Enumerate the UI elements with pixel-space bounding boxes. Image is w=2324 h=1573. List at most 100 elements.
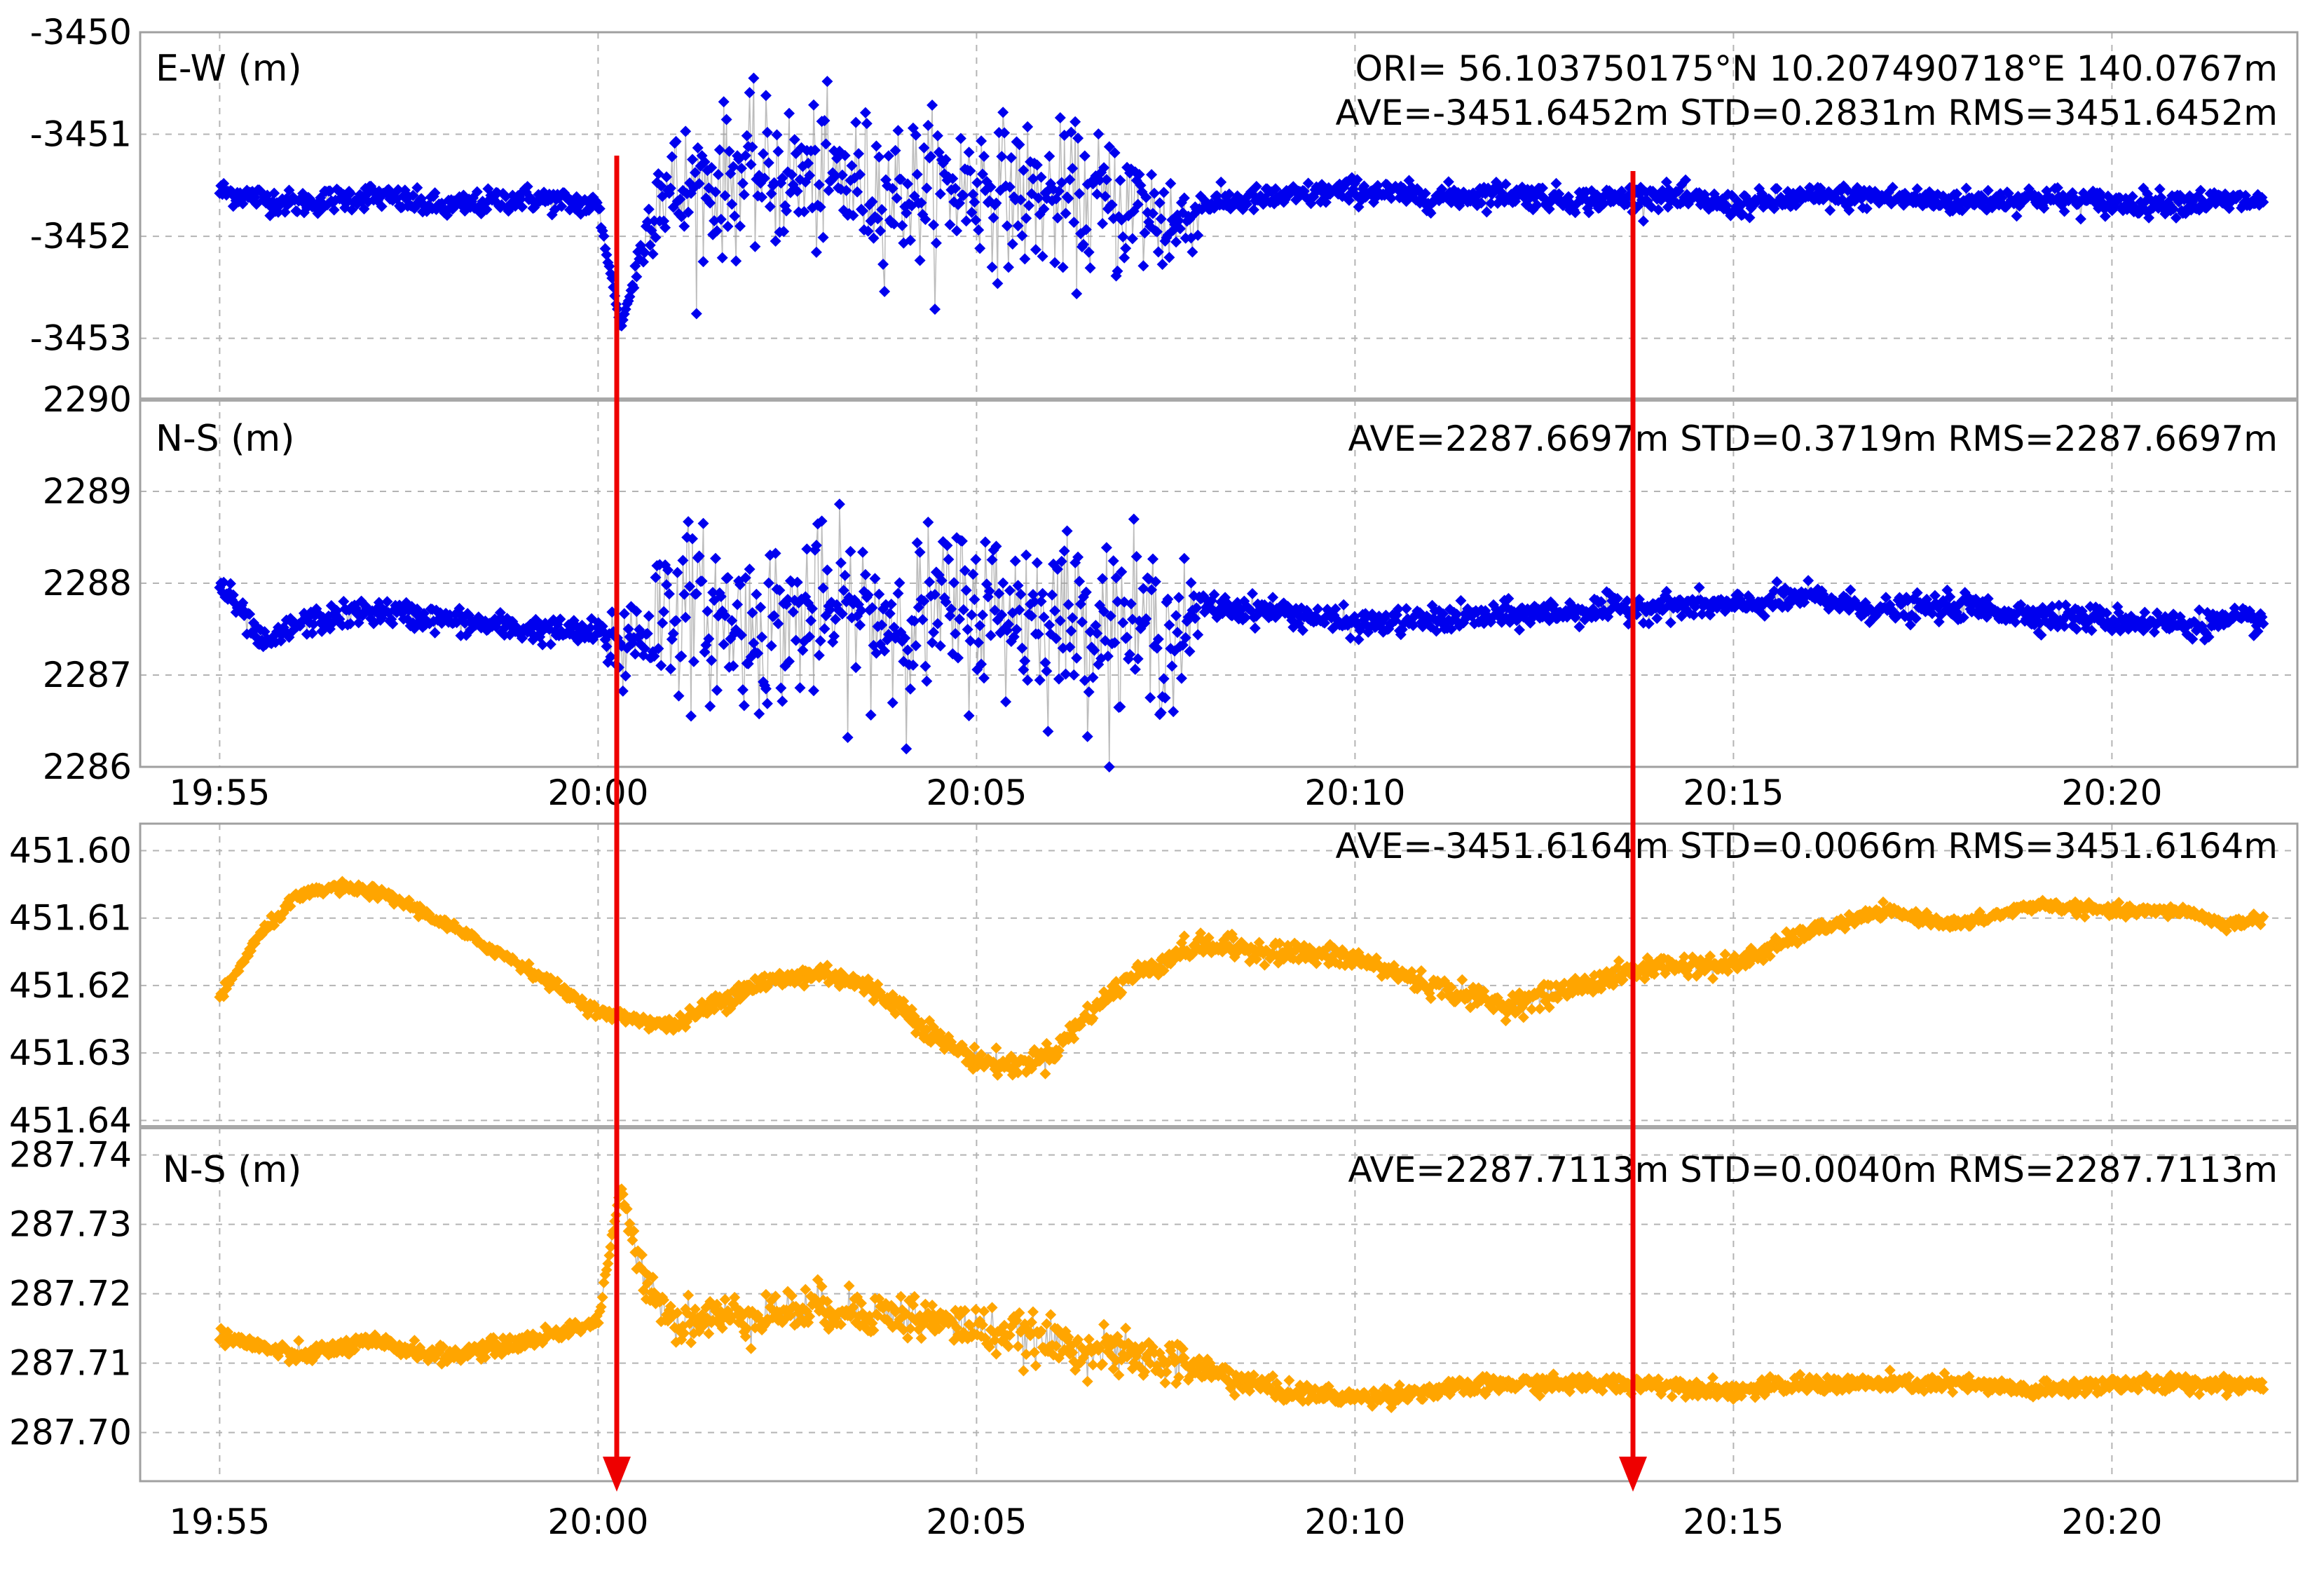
data-point [927, 100, 938, 111]
data-point [1170, 236, 1182, 248]
data-point [2257, 196, 2269, 208]
data-point [760, 90, 772, 102]
data-point [872, 213, 884, 225]
data-point [2143, 212, 2155, 224]
data-point [853, 148, 865, 160]
data-point [1126, 233, 1138, 245]
data-point [1680, 174, 1692, 186]
data-point [969, 196, 980, 208]
data-point [407, 189, 419, 201]
data-marks [214, 72, 2269, 1413]
data-point [338, 596, 350, 607]
data-point [1351, 174, 1363, 186]
data-point [748, 72, 760, 84]
data-point [1419, 187, 1431, 199]
data-point [1550, 177, 1562, 189]
data-point [1744, 212, 1756, 224]
data-point [870, 140, 882, 152]
data-point [1147, 207, 1158, 219]
data-point [911, 168, 923, 180]
data-point [1531, 199, 1543, 211]
data-point [345, 187, 356, 199]
data-point [964, 165, 976, 177]
data-point [723, 145, 735, 157]
data-point [772, 146, 784, 157]
data-point [1165, 177, 1177, 189]
data-point [879, 285, 891, 297]
data-point [1002, 220, 1013, 232]
data-point [957, 189, 969, 201]
data-point [1187, 246, 1198, 258]
data-point [1097, 218, 1109, 229]
data-point [1005, 152, 1017, 163]
data-point [821, 76, 833, 88]
data-point [791, 185, 803, 197]
data-point [1003, 261, 1014, 273]
data-point [689, 167, 701, 179]
data-point [1500, 178, 1512, 190]
data-point [1084, 262, 1096, 274]
data-point [737, 177, 749, 189]
data-point [745, 158, 757, 170]
data-point [1481, 206, 1493, 218]
data-point [951, 225, 963, 237]
data-point [749, 240, 761, 252]
data-point [1676, 179, 1688, 191]
data-point [1133, 168, 1145, 180]
data-point [697, 256, 709, 268]
data-point [910, 129, 922, 141]
data-point [739, 149, 751, 161]
data-point [1270, 183, 1281, 195]
data-point [1569, 207, 1581, 219]
data-point [598, 230, 610, 242]
data-point [687, 154, 698, 165]
data-point [227, 589, 239, 601]
data-point [798, 206, 810, 217]
data-point [1077, 238, 1089, 250]
data-point [704, 197, 716, 209]
data-point [976, 135, 987, 147]
data-point [902, 178, 914, 190]
data-point [1031, 159, 1043, 171]
data-point [453, 603, 465, 614]
data-point [1158, 186, 1170, 198]
data-point [814, 201, 826, 213]
data-point [521, 181, 533, 193]
data-point [1132, 198, 1144, 210]
data-point [1248, 204, 1259, 216]
data-point [1178, 192, 1190, 204]
data-point [1637, 215, 1649, 227]
data-point [2126, 191, 2138, 203]
data-point [244, 608, 256, 620]
data-point [876, 204, 888, 215]
data-point [819, 115, 831, 127]
data-point [1223, 188, 1235, 200]
data-point [1771, 183, 1783, 194]
data-point [1088, 177, 1100, 189]
data-point [1386, 193, 1397, 204]
data-point [974, 243, 986, 254]
data-point [411, 182, 423, 193]
data-point [1442, 176, 1454, 188]
data-point [970, 214, 982, 226]
data-point [1982, 184, 1994, 196]
data-point [706, 162, 718, 174]
data-point [955, 132, 966, 144]
data-point [914, 254, 926, 266]
data-point [990, 197, 1002, 209]
data-point [999, 127, 1011, 139]
data-point [306, 627, 318, 639]
data-point [901, 207, 912, 219]
data-point [1052, 212, 1063, 224]
data-point [734, 220, 746, 232]
data-point [1112, 265, 1123, 277]
data-point [847, 210, 859, 222]
data-point [726, 198, 738, 210]
data-point [788, 134, 800, 146]
data-point [996, 151, 1008, 163]
data-point [727, 161, 739, 172]
data-point [1805, 183, 1817, 194]
data-point [718, 96, 730, 108]
data-point [1583, 207, 1595, 219]
data-point [1022, 121, 1034, 132]
